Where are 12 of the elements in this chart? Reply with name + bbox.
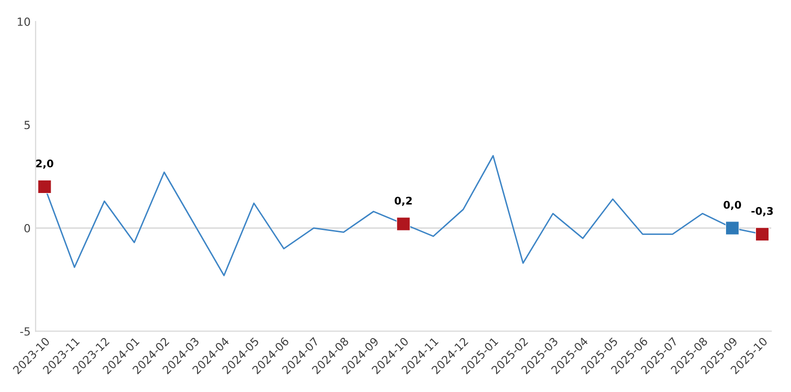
point — [755, 227, 770, 242]
data-label: 0,0 — [724, 200, 742, 210]
point — [725, 221, 740, 235]
point — [396, 217, 410, 231]
data-label: 0,2 — [394, 196, 412, 206]
data-label: -0,3 — [751, 207, 773, 216]
point — [38, 180, 52, 194]
data-label: 2,0 — [36, 160, 54, 169]
y-tick-label: -5 — [20, 327, 30, 336]
y-tick-label: 0 — [24, 224, 30, 232]
y-tick-label: 10 — [18, 18, 30, 26]
y-tick-label: 5 — [24, 120, 30, 130]
